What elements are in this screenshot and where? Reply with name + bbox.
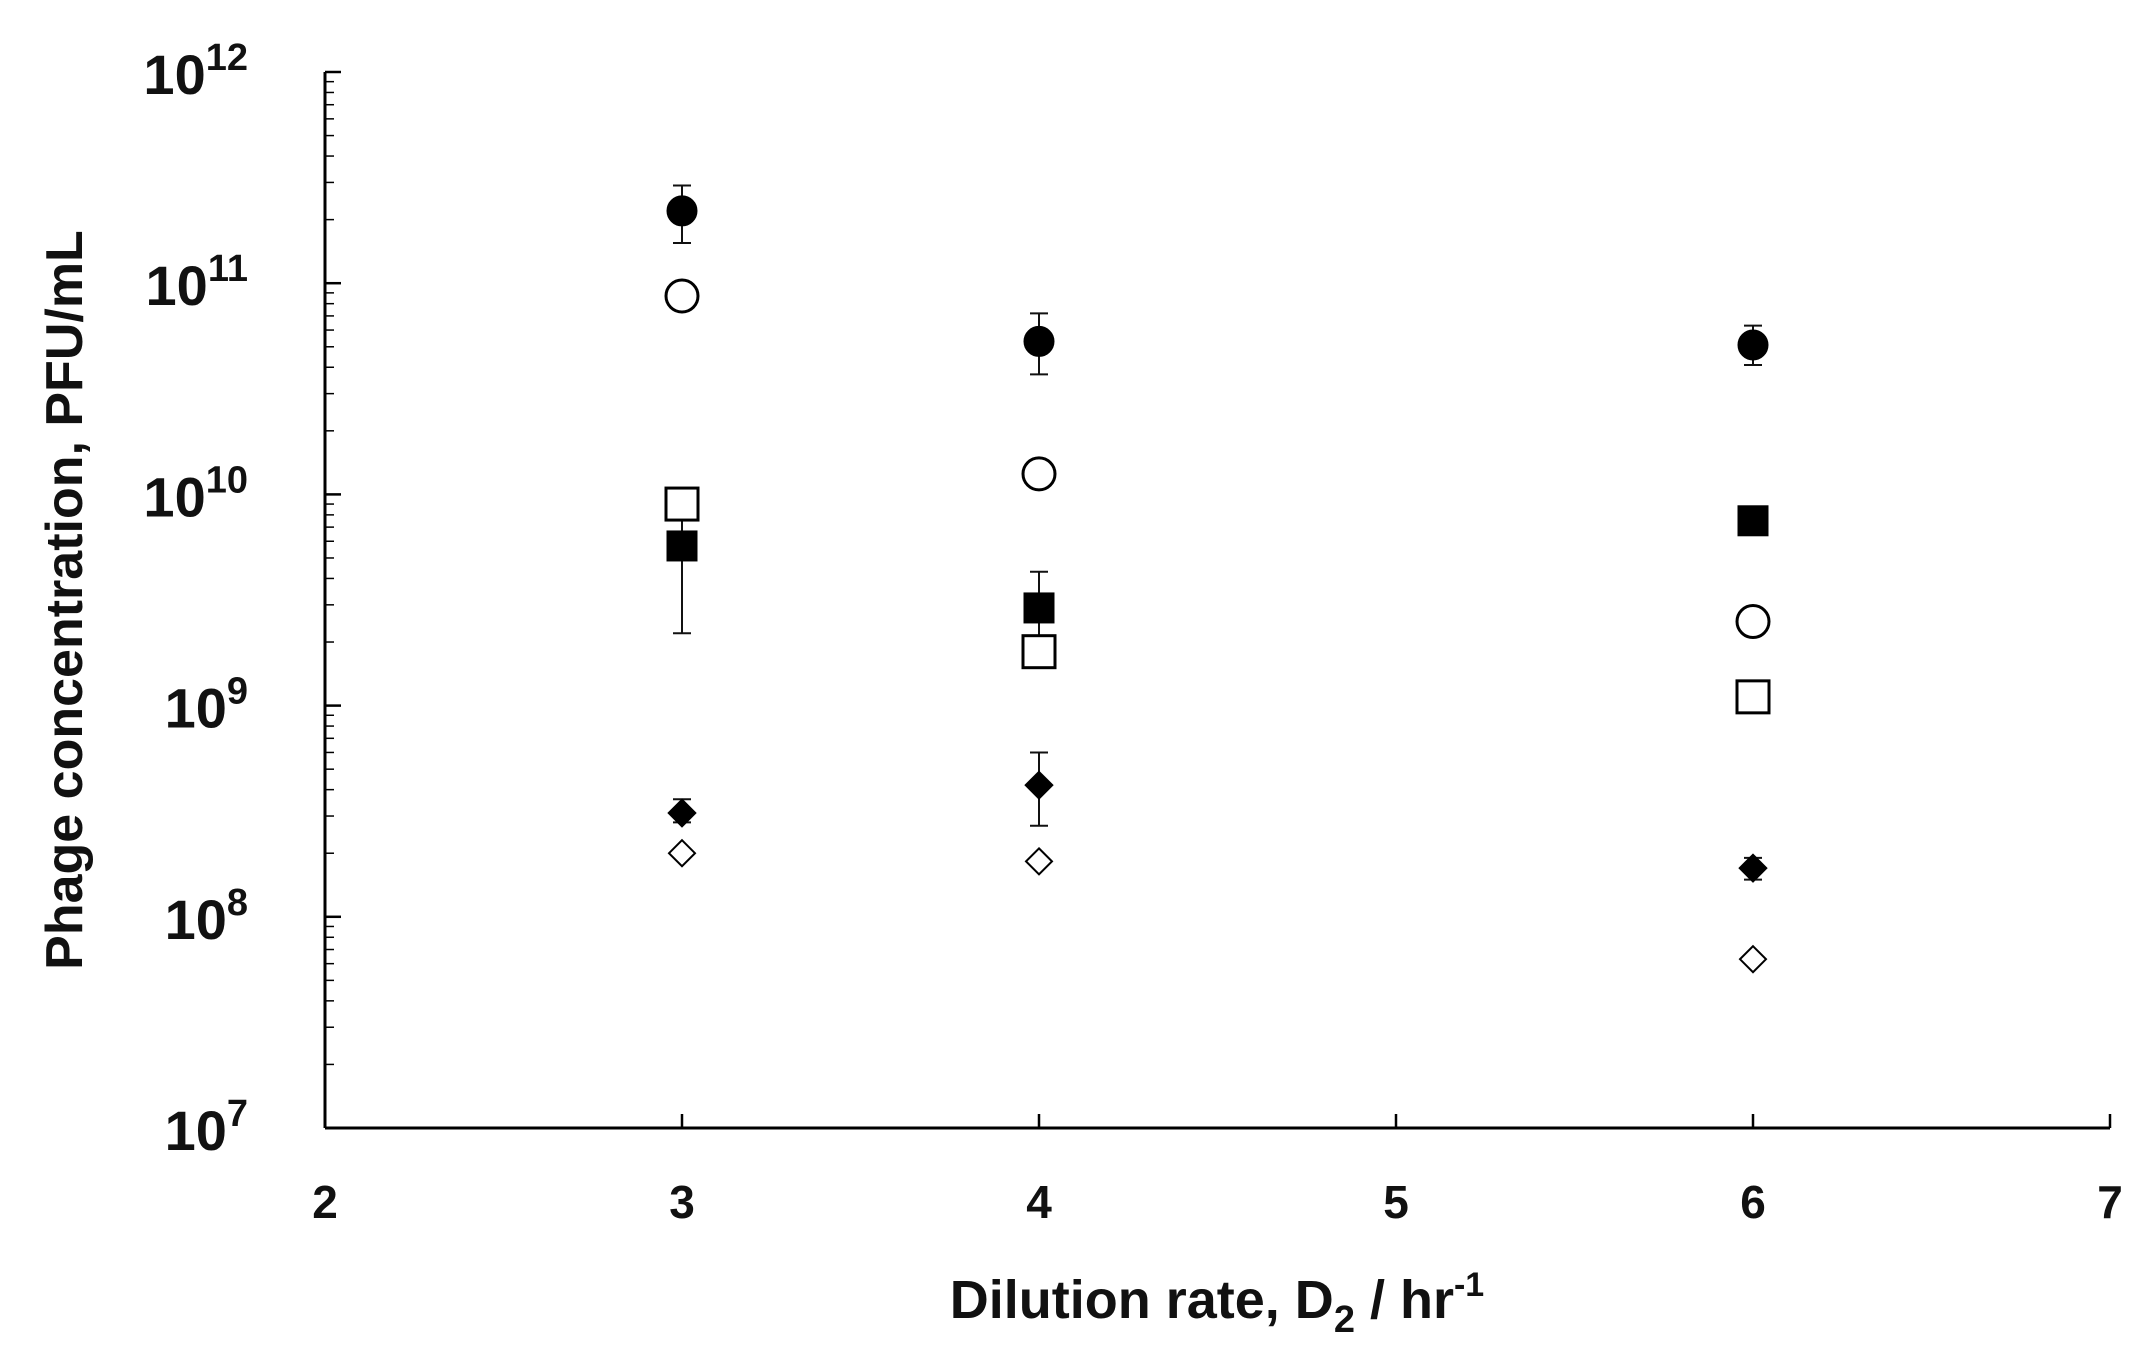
y-tick-label: 1010 bbox=[143, 459, 248, 528]
open-diamond-point bbox=[1738, 944, 1768, 974]
axes-layer bbox=[323, 72, 2110, 1130]
open-square-point bbox=[1735, 679, 1771, 715]
open-square-point bbox=[664, 486, 700, 522]
error-bars-layer bbox=[673, 184, 1762, 881]
y-tick-label: 109 bbox=[165, 671, 248, 740]
x-tick-label: 5 bbox=[1383, 1176, 1409, 1228]
open-circle-point bbox=[664, 278, 700, 314]
x-tick-label: 6 bbox=[1740, 1176, 1766, 1228]
x-tick-label: 2 bbox=[312, 1176, 338, 1228]
open-circle-point bbox=[1021, 456, 1057, 492]
filled-square-point bbox=[666, 530, 698, 562]
x-tick-label: 4 bbox=[1026, 1176, 1052, 1228]
filled-diamond-point bbox=[1024, 770, 1054, 800]
open-circle-point bbox=[1735, 604, 1771, 640]
filled-circle-point bbox=[1737, 329, 1769, 361]
y-tick-label: 107 bbox=[165, 1093, 248, 1162]
filled-square-point bbox=[1737, 505, 1769, 537]
y-tick-label: 1012 bbox=[143, 37, 248, 106]
y-tick-label: 1011 bbox=[146, 248, 248, 317]
x-tick-label: 7 bbox=[2097, 1176, 2123, 1228]
x-axis-title-unit: / hr bbox=[1355, 1270, 1454, 1330]
y-tick-label: 108 bbox=[165, 882, 248, 951]
open-diamond-point bbox=[1024, 846, 1054, 876]
axis-labels-layer: Phage concentration, PFU/mL Dilution rat… bbox=[36, 230, 1484, 1341]
filled-circle-point bbox=[1023, 325, 1055, 357]
x-axis-title-main: Dilution rate, D bbox=[950, 1270, 1334, 1330]
filled-square-point bbox=[1023, 592, 1055, 624]
y-axis-title: Phage concentration, PFU/mL bbox=[36, 230, 94, 970]
data-points-layer bbox=[664, 195, 1771, 974]
open-diamond-point bbox=[667, 838, 697, 868]
filled-diamond-point bbox=[667, 798, 697, 828]
filled-diamond-point bbox=[1738, 853, 1768, 883]
ticks-layer: 2 3 4 5 6 7 107 108 109 1010 1011 1012 bbox=[143, 37, 2122, 1228]
filled-circle-point bbox=[666, 195, 698, 227]
x-axis-title-subscript: 2 bbox=[1334, 1299, 1355, 1341]
open-square-point bbox=[1021, 634, 1057, 670]
x-axis-title-superscript: -1 bbox=[1454, 1266, 1484, 1304]
x-tick-label: 3 bbox=[669, 1176, 695, 1228]
x-axis-title: Dilution rate, D2 / hr-1 bbox=[950, 1266, 1484, 1341]
